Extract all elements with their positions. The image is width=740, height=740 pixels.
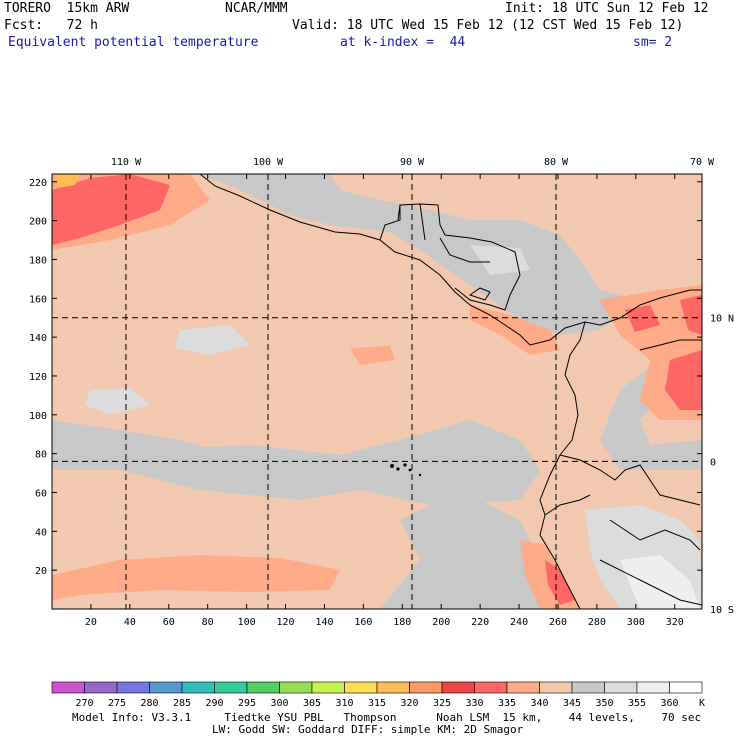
x-tick-label: 260: [549, 617, 567, 628]
x-tick-label: 40: [124, 617, 136, 628]
colorbar-swatch: [539, 681, 573, 694]
field-name: Equivalent potential temperature: [8, 35, 259, 50]
colorbar-unit: K: [699, 698, 705, 709]
longitude-label: 100 W: [253, 157, 284, 168]
init-time: Init: 18 UTC Sun 12 Feb 12: [505, 1, 709, 16]
y-tick-label: 180: [29, 255, 47, 266]
colorbar-level-label: 325: [433, 698, 451, 709]
latitude-labels: 10 N 0 10 S: [710, 314, 734, 616]
colorbar-level-label: 355: [628, 698, 646, 709]
x-tick-label: 220: [471, 617, 489, 628]
x-tick-label: 160: [354, 617, 372, 628]
colorbar-level-label: 295: [238, 698, 256, 709]
y-tick-label: 140: [29, 333, 47, 344]
field-335-340: [52, 174, 702, 605]
lat-lon-grid: [52, 174, 702, 609]
model-title: TORERO 15km ARW: [4, 1, 130, 16]
x-tick-label: 120: [277, 617, 295, 628]
model-info-line1: Model Info: V3.3.1 Tiedtke YSU PBL Thomp…: [72, 711, 702, 724]
x-tick-label: 280: [588, 617, 606, 628]
colorbar-swatch: [279, 681, 313, 694]
colorbar: 270 275 280 285 290 295 300 305 310 315 320 325 330 3…: [51, 681, 705, 709]
field-320-325: [55, 174, 80, 188]
y-tick-label: 60: [35, 488, 47, 499]
y-tick-label: 220: [29, 178, 47, 189]
colorbar-swatch: [84, 681, 118, 694]
longitude-label: 90 W: [400, 157, 425, 168]
colorbar-swatch: [506, 681, 540, 694]
colorbar-level-label: 310: [335, 698, 353, 709]
colorbar-swatch: [376, 681, 410, 694]
y-tick-label: 80: [35, 450, 47, 461]
colorbar-swatch: [246, 681, 280, 694]
colorbar-swatch: [409, 681, 443, 694]
colorbar-level-label: 330: [465, 698, 483, 709]
colorbar-level-label: 315: [368, 698, 386, 709]
colorbar-level-label: 345: [563, 698, 581, 709]
y-tick-label: 40: [35, 527, 47, 538]
coastlines: [199, 174, 702, 609]
colorbar-swatch: [571, 681, 605, 694]
colorbar-swatch: [604, 681, 638, 694]
colorbar-level-label: 275: [108, 698, 126, 709]
y-tick-label: 160: [29, 294, 47, 305]
smoothing-info: sm= 2: [633, 35, 673, 50]
colorbar-level-label: 280: [140, 698, 158, 709]
longitude-labels: 110 W 100 W 90 W 80 W 70 W: [111, 157, 715, 168]
colorbar-swatch: [214, 681, 248, 694]
colorbar-level-label: 335: [498, 698, 516, 709]
colorbar-level-label: 340: [530, 698, 548, 709]
colorbar-swatch: [474, 681, 508, 694]
x-tick-label: 20: [85, 617, 97, 628]
longitude-label: 80 W: [544, 157, 569, 168]
galapagos-islands: [390, 463, 422, 477]
x-tick-label: 140: [315, 617, 333, 628]
colorbar-level-label: 305: [303, 698, 321, 709]
level-info: at k-index = 44: [340, 35, 466, 50]
x-tick-label: 300: [627, 617, 645, 628]
forecast-hour: Fcst: 72 h: [4, 18, 98, 33]
colorbar-level-label: 320: [400, 698, 418, 709]
field-360: [620, 555, 700, 609]
x-tick-label: 80: [202, 617, 214, 628]
colorbar-level-label: 270: [75, 698, 93, 709]
colorbar-level-label: 360: [660, 698, 678, 709]
map-frame: [51, 173, 703, 610]
x-tick-label: 200: [432, 617, 450, 628]
x-tick-label: 240: [510, 617, 528, 628]
colorbar-swatch: [116, 681, 150, 694]
y-tick-label: 20: [35, 566, 47, 577]
valid-time: Valid: 18 UTC Wed 15 Feb 12 (12 CST Wed …: [292, 18, 684, 33]
colorbar-swatch: [311, 681, 345, 694]
colorbar-level-label: 285: [173, 698, 191, 709]
colorbar-level-label: 350: [595, 698, 613, 709]
x-tick-label: 320: [666, 617, 684, 628]
longitude-label: 110 W: [111, 157, 142, 168]
colorbar-level-label: 300: [270, 698, 288, 709]
colorbar-swatch: [441, 681, 475, 694]
y-tick-label: 200: [29, 217, 47, 228]
colorbar-swatch: [669, 681, 703, 694]
center-label: NCAR/MMM: [225, 1, 288, 16]
colorbar-swatch: [344, 681, 378, 694]
colorbar-swatch: [636, 681, 670, 694]
x-tick-label: 60: [163, 617, 175, 628]
latitude-label: 10 S: [710, 605, 734, 616]
axis-ticks: 20 40 60 80 100 120 140 160 180 200 220 240 260 280 30…: [29, 174, 702, 628]
longitude-label: 70 W: [690, 157, 715, 168]
colorbar-swatch: [149, 681, 183, 694]
model-info-line2: LW: Godd SW: Goddard DIFF: simple KM: 2D…: [212, 723, 524, 736]
theta-e-field: [52, 174, 702, 609]
y-tick-label: 100: [29, 411, 47, 422]
latitude-label: 10 N: [710, 314, 734, 325]
colorbar-swatch: [181, 681, 215, 694]
y-tick-label: 120: [29, 372, 47, 383]
x-tick-label: 180: [393, 617, 411, 628]
latitude-label: 0: [710, 457, 716, 468]
x-tick-label: 100: [238, 617, 256, 628]
colorbar-level-label: 290: [205, 698, 223, 709]
colorbar-swatch: [51, 681, 85, 694]
